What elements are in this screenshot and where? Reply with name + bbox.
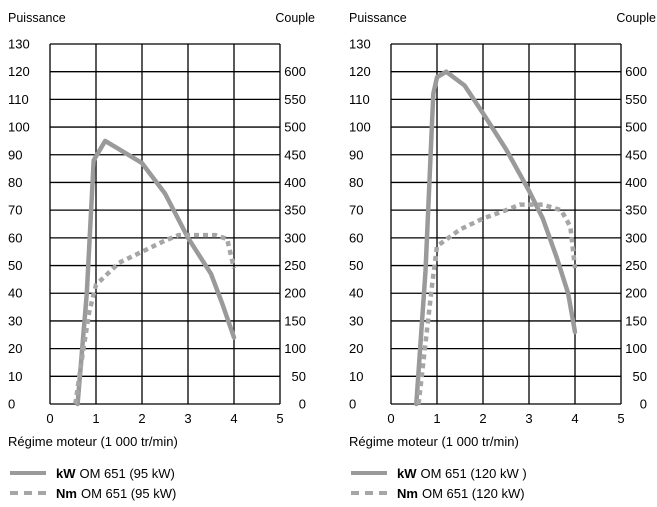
x-tick-label: 2 — [479, 411, 486, 426]
x-tick-label: 5 — [617, 411, 624, 426]
y-tick-label: 90 — [349, 147, 363, 162]
legend-unit: kW — [56, 465, 76, 481]
y2-tick-label: 600 — [625, 64, 647, 79]
y-tick-label: 30 — [349, 313, 363, 328]
y2-tick-label: 0 — [640, 397, 647, 412]
x-tick-label: 4 — [571, 411, 578, 426]
x-tick-label: 1 — [433, 411, 440, 426]
x-tick-label: 2 — [138, 411, 145, 426]
y-tick-label: 130 — [8, 37, 30, 52]
legend-unit: Nm — [397, 485, 418, 501]
y2-tick-label: 300 — [284, 230, 306, 245]
y-tick-label: 40 — [349, 286, 363, 301]
y2-tick-label: 200 — [625, 286, 647, 301]
legend-unit: Nm — [56, 485, 77, 501]
legend-text: OM 651 (120 kW ) — [420, 465, 527, 481]
series-line-power — [75, 138, 237, 407]
y-tick-label: 90 — [8, 147, 22, 162]
chart-right: 0102030405060708090100110120130050100150… — [349, 11, 656, 449]
y-tick-label: 30 — [8, 313, 22, 328]
y2-tick-label: 150 — [284, 313, 306, 328]
y2-tick-label: 50 — [633, 369, 647, 384]
x-tick-label: 0 — [387, 411, 394, 426]
chart-left: 0102030405060708090100110120130050100150… — [8, 11, 315, 449]
y2-tick-label: 250 — [284, 258, 306, 273]
y2-tick-label: 350 — [284, 203, 306, 218]
right-axis-title: Couple — [616, 11, 656, 25]
y2-tick-label: 100 — [284, 341, 306, 356]
legend-item-nm: Nm OM 651 (95 kW) — [10, 483, 176, 503]
x-tick-label: 5 — [276, 411, 283, 426]
y-tick-label: 50 — [349, 258, 363, 273]
chart-panel-right: 0 10 20 30 40 50 60 70 80 90 100 110 120 130 0 50 100 150… — [341, 0, 657, 507]
series-line-power — [414, 69, 578, 407]
legend-swatch-solid — [10, 471, 46, 475]
y2-tick-label: 250 — [625, 258, 647, 273]
legend-unit: kW — [397, 465, 417, 481]
y-tick-label: 0 — [349, 397, 356, 412]
y2-tick-label: 50 — [292, 369, 306, 384]
y-tick-label: 70 — [8, 203, 22, 218]
y-tick-label: 20 — [349, 341, 363, 356]
x-tick-label: 3 — [184, 411, 191, 426]
x-axis-title: Régime moteur (1 000 tr/min) — [349, 434, 519, 449]
y-tick-label: 40 — [8, 286, 22, 301]
y2-tick-label: 450 — [284, 147, 306, 162]
y-tick-label: 120 — [349, 64, 371, 79]
legend-text: OM 651 (95 kW) — [80, 485, 177, 501]
y2-tick-label: 0 — [299, 397, 306, 412]
y-tick-label: 110 — [8, 92, 29, 107]
y2-tick-label: 450 — [625, 147, 647, 162]
y2-tick-label: 550 — [625, 92, 647, 107]
y-tick-label: 60 — [349, 230, 363, 245]
y2-tick-label: 350 — [625, 203, 647, 218]
legend-left: kW OM 651 (95 kW) Nm OM 651 (95 kW) — [10, 463, 176, 503]
y2-tick-label: 100 — [625, 341, 647, 356]
y2-tick-label: 300 — [625, 230, 647, 245]
legend-swatch-dashed — [10, 491, 46, 495]
legend-item-kw: kW OM 651 (120 kW ) — [351, 463, 527, 483]
y-tick-label: 80 — [349, 175, 363, 190]
y-tick-label: 120 — [8, 64, 30, 79]
y2-tick-label: 150 — [625, 313, 647, 328]
y-tick-label: 70 — [349, 203, 363, 218]
y-tick-label: 10 — [8, 369, 22, 384]
y2-tick-label: 550 — [284, 92, 306, 107]
x-tick-label: 0 — [46, 411, 53, 426]
series-line-torque — [416, 202, 578, 405]
x-tick-label: 4 — [230, 411, 237, 426]
y-tick-label: 100 — [349, 120, 371, 135]
series-line-torque — [73, 232, 237, 405]
y2-tick-label: 600 — [284, 64, 306, 79]
legend-item-kw: kW OM 651 (95 kW) — [10, 463, 176, 483]
y-tick-label: 130 — [349, 37, 371, 52]
y2-tick-label: 200 — [284, 286, 306, 301]
y-tick-label: 10 — [349, 369, 363, 384]
x-axis-title: Régime moteur (1 000 tr/min) — [8, 434, 178, 449]
y2-tick-label: 400 — [284, 175, 306, 190]
y-tick-label: 110 — [349, 92, 370, 107]
y2-tick-label: 500 — [284, 120, 306, 135]
y-tick-label: 80 — [8, 175, 22, 190]
x-tick-label: 3 — [525, 411, 532, 426]
chart-panel-left: 0 10 20 30 40 50 60 70 80 90 100 110 120 130 0 50 100 150… — [0, 0, 320, 507]
y-tick-label: 50 — [8, 258, 22, 273]
x-tick-label: 1 — [92, 411, 99, 426]
left-axis-title: Puissance — [8, 11, 66, 25]
y2-tick-label: 500 — [625, 120, 647, 135]
legend-text: OM 651 (95 kW) — [79, 465, 175, 481]
y-tick-label: 60 — [8, 230, 22, 245]
legend-item-nm: Nm OM 651 (120 kW) — [351, 483, 527, 503]
legend-swatch-dashed — [351, 491, 387, 495]
right-axis-title: Couple — [275, 11, 315, 25]
y2-tick-label: 400 — [625, 175, 647, 190]
y-tick-label: 20 — [8, 341, 22, 356]
legend-right: kW OM 651 (120 kW ) Nm OM 651 (120 kW) — [351, 463, 527, 503]
legend-text: OM 651 (120 kW) — [421, 485, 525, 501]
y-tick-label: 0 — [8, 397, 15, 412]
legend-swatch-solid — [351, 471, 387, 475]
y-tick-label: 100 — [8, 120, 30, 135]
left-axis-title: Puissance — [349, 11, 407, 25]
